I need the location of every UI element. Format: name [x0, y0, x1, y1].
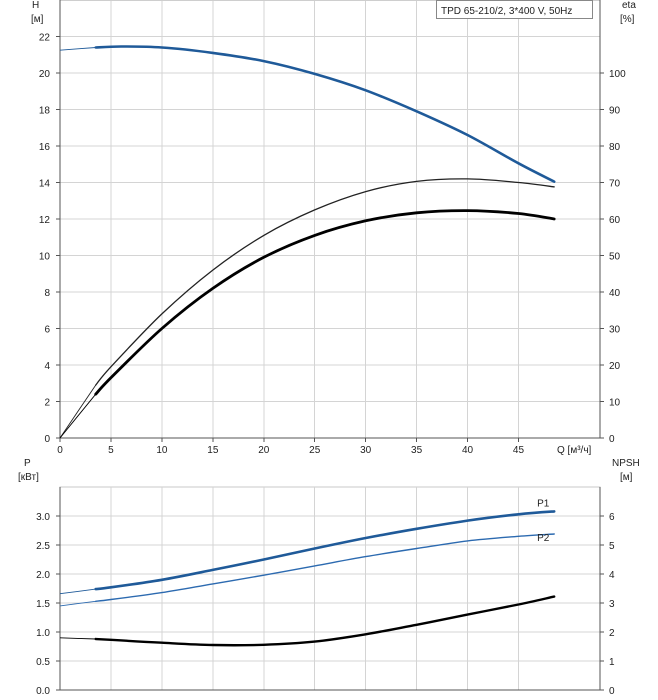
top-x-tick-label: 35 — [411, 445, 423, 456]
head-efficiency-chart: 0246810121416182022010203040506070809010… — [31, 0, 636, 456]
bottom-right-axis-unit: [м] — [620, 472, 633, 483]
bottom-left-tick-label: 0.0 — [36, 686, 50, 697]
top-curve-leadin-1 — [59, 384, 97, 439]
bottom-curve-1 — [95, 533, 555, 602]
top-right-tick-label: 100 — [609, 69, 626, 80]
top-right-tick-label: 30 — [609, 325, 621, 336]
top-right-tick-label: 40 — [609, 288, 621, 299]
top-right-tick-label: 90 — [609, 106, 621, 117]
top-x-tick-label: 25 — [309, 445, 321, 456]
title-box — [436, 0, 593, 19]
bottom-right-tick-label: 0 — [609, 686, 615, 697]
top-x-tick-label: 20 — [258, 445, 270, 456]
top-x-axis-label: Q [м³/ч] — [557, 445, 592, 456]
bottom-plot-frame — [59, 486, 601, 691]
top-left-axis-unit: [м] — [31, 14, 44, 25]
top-curve-1 — [95, 178, 555, 386]
bottom-left-tick-label: 1.5 — [36, 599, 50, 610]
top-x-tick-label: 10 — [156, 445, 168, 456]
top-left-tick-label: 2 — [44, 398, 50, 409]
bottom-left-tick-label: 2.5 — [36, 541, 50, 552]
top-right-tick-label: 20 — [609, 361, 621, 372]
top-x-tick-label: 5 — [108, 445, 114, 456]
top-right-tick-label: 80 — [609, 142, 621, 153]
top-left-tick-label: 18 — [39, 106, 51, 117]
top-right-tick-label: 0 — [609, 434, 615, 445]
bottom-left-axis-unit: [кВт] — [18, 472, 39, 483]
bottom-curve-leadin-2 — [59, 637, 96, 640]
bottom-right-tick-label: 6 — [609, 512, 615, 523]
top-curve-leadin-2 — [59, 393, 97, 439]
top-left-tick-label: 12 — [39, 215, 51, 226]
top-left-tick-label: 4 — [44, 361, 50, 372]
top-right-axis-unit: [%] — [620, 14, 635, 25]
bottom-right-tick-label: 2 — [609, 628, 615, 639]
series-label-p2: P2 — [537, 533, 550, 544]
bottom-right-tick-label: 5 — [609, 541, 615, 552]
bottom-curve-2 — [94, 595, 556, 647]
top-right-tick-label: 50 — [609, 252, 621, 263]
top-curve-leadin-0 — [59, 47, 96, 51]
bottom-left-tick-label: 0.5 — [36, 657, 50, 668]
series-label-p1: P1 — [537, 498, 550, 509]
bottom-right-tick-label: 4 — [609, 570, 615, 581]
bottom-left-tick-label: 1.0 — [36, 628, 50, 639]
top-curve-2 — [94, 209, 556, 396]
bottom-right-tick-label: 1 — [609, 657, 615, 668]
top-x-tick-label: 45 — [513, 445, 525, 456]
bottom-right-axis-title: NPSH — [612, 458, 640, 469]
top-right-tick-label: 70 — [609, 179, 621, 190]
top-left-tick-label: 14 — [39, 179, 51, 190]
top-x-tick-label: 40 — [462, 445, 474, 456]
bottom-left-axis-title: P — [24, 458, 31, 469]
bottom-curve-leadin-1 — [59, 600, 96, 607]
top-right-tick-label: 60 — [609, 215, 621, 226]
top-curve-0 — [94, 45, 556, 183]
top-x-tick-label: 15 — [207, 445, 219, 456]
bottom-curve-0 — [94, 510, 556, 591]
top-left-tick-label: 8 — [44, 288, 50, 299]
top-left-tick-label: 22 — [39, 33, 51, 44]
bottom-curve-leadin-0 — [59, 588, 96, 595]
power-npsh-chart: 0.0 0.5 1.0 1.5 2.0 2.5 3.0 0 1 2 3 4 5 6 P [кВт] NPSH [м… — [18, 458, 640, 697]
top-x-tick-label: 30 — [360, 445, 372, 456]
top-left-tick-label: 16 — [39, 142, 51, 153]
bottom-right-tick-label: 3 — [609, 599, 615, 610]
chart-title: TPD 65-210/2, 3*400 V, 50Hz — [441, 6, 572, 17]
bottom-left-tick-label: 3.0 — [36, 512, 50, 523]
top-left-tick-label: 6 — [44, 325, 50, 336]
top-left-axis-title: H — [32, 0, 39, 11]
top-right-tick-label: 10 — [609, 398, 621, 409]
top-right-axis-title: eta — [622, 0, 636, 11]
bottom-left-tick-label: 2.0 — [36, 570, 50, 581]
top-left-tick-label: 0 — [44, 434, 50, 445]
top-left-tick-label: 20 — [39, 69, 51, 80]
top-x-tick-label: 0 — [57, 445, 63, 456]
top-left-tick-label: 10 — [39, 252, 51, 263]
